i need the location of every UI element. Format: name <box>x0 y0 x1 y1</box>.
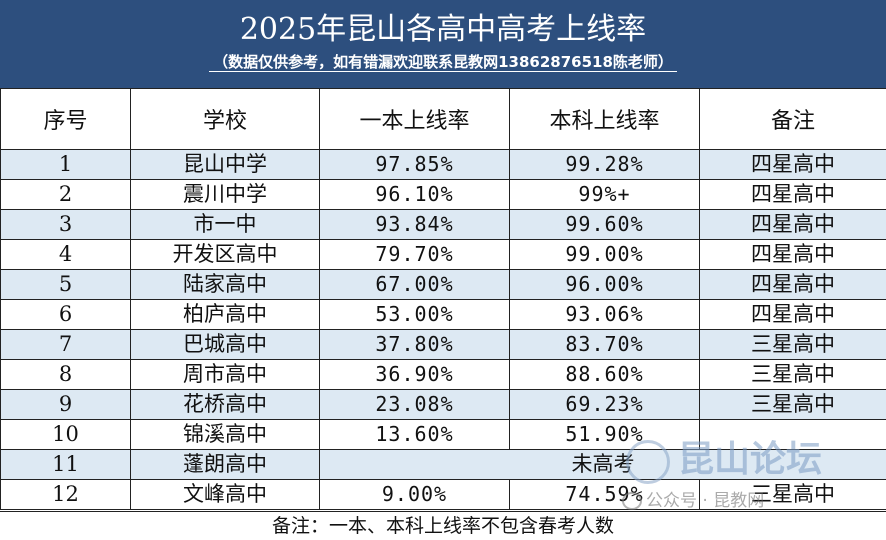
cell-first-tier-rate: 97.85% <box>320 150 510 180</box>
cell-first-tier-rate: 37.80% <box>320 330 510 360</box>
cell-school: 柏庐高中 <box>131 300 320 330</box>
cell-school: 锦溪高中 <box>131 420 320 450</box>
cell-school: 文峰高中 <box>131 480 320 510</box>
subtitle-text: （数据仅供参考，如有错漏欢迎联系昆教网13862876518陈老师） <box>209 53 677 72</box>
col-header-first-tier-rate: 一本上线率 <box>320 89 510 150</box>
cell-undergrad-rate: 51.90% <box>510 420 700 450</box>
cell-school: 周市高中 <box>131 360 320 390</box>
table-row: 1 昆山中学 97.85% 99.28% 四星高中 <box>1 150 886 180</box>
cell-no: 1 <box>1 150 131 180</box>
cell-undergrad-rate: 83.70% <box>510 330 700 360</box>
cell-no: 10 <box>1 420 131 450</box>
cell-undergrad-rate: 69.23% <box>510 390 700 420</box>
cell-no: 5 <box>1 270 131 300</box>
cell-undergrad-rate: 99.28% <box>510 150 700 180</box>
cell-note: 四星高中 <box>700 210 886 240</box>
table-row: 6 柏庐高中 53.00% 93.06% 四星高中 <box>1 300 886 330</box>
cell-note: 四星高中 <box>700 240 886 270</box>
cell-undergrad-rate: 74.59% <box>510 480 700 510</box>
cell-note <box>700 420 886 450</box>
col-header-undergrad-rate: 本科上线率 <box>510 89 700 150</box>
cell-undergrad-rate: 88.60% <box>510 360 700 390</box>
footnote: 备注：一本、本科上线率不包含春考人数 <box>0 511 886 540</box>
table-row: 8 周市高中 36.90% 88.60% 三星高中 <box>1 360 886 390</box>
cell-note: 三星高中 <box>700 330 886 360</box>
cell-note: 四星高中 <box>700 150 886 180</box>
cell-school: 陆家高中 <box>131 270 320 300</box>
cell-no: 4 <box>1 240 131 270</box>
col-header-note: 备注 <box>700 89 886 150</box>
cell-no: 12 <box>1 480 131 510</box>
page-title: 2025年昆山各高中高考上线率 <box>0 12 886 48</box>
cell-first-tier-rate: 93.84% <box>320 210 510 240</box>
cell-merged-status: 未高考 <box>320 450 886 480</box>
cell-first-tier-rate: 13.60% <box>320 420 510 450</box>
cell-undergrad-rate: 99.00% <box>510 240 700 270</box>
table-row: 12 文峰高中 9.00% 74.59% 三星高中 <box>1 480 886 510</box>
col-header-school: 学校 <box>131 89 320 150</box>
cell-no: 6 <box>1 300 131 330</box>
table-row: 5 陆家高中 67.00% 96.00% 四星高中 <box>1 270 886 300</box>
table-row: 2 震川中学 96.10% 99%+ 四星高中 <box>1 180 886 210</box>
cell-school: 开发区高中 <box>131 240 320 270</box>
table-row: 9 花桥高中 23.08% 69.23% 三星高中 <box>1 390 886 420</box>
cell-school: 市一中 <box>131 210 320 240</box>
cell-first-tier-rate: 79.70% <box>320 240 510 270</box>
cell-first-tier-rate: 53.00% <box>320 300 510 330</box>
cell-note: 三星高中 <box>700 480 886 510</box>
cell-no: 7 <box>1 330 131 360</box>
cell-school: 昆山中学 <box>131 150 320 180</box>
table-row: 3 市一中 93.84% 99.60% 四星高中 <box>1 210 886 240</box>
table-header-row: 序号 学校 一本上线率 本科上线率 备注 <box>1 89 886 150</box>
col-header-no: 序号 <box>1 89 131 150</box>
cell-school: 震川中学 <box>131 180 320 210</box>
cell-no: 3 <box>1 210 131 240</box>
cell-note: 三星高中 <box>700 360 886 390</box>
table-row: 11 蓬朗高中 未高考 <box>1 450 886 480</box>
cell-no: 9 <box>1 390 131 420</box>
cell-no: 8 <box>1 360 131 390</box>
page-subtitle: （数据仅供参考，如有错漏欢迎联系昆教网13862876518陈老师） <box>0 52 886 72</box>
cell-school: 蓬朗高中 <box>131 450 320 480</box>
cell-school: 花桥高中 <box>131 390 320 420</box>
cell-undergrad-rate: 93.06% <box>510 300 700 330</box>
cell-note: 四星高中 <box>700 300 886 330</box>
cell-first-tier-rate: 67.00% <box>320 270 510 300</box>
cell-note: 四星高中 <box>700 180 886 210</box>
cell-first-tier-rate: 36.90% <box>320 360 510 390</box>
cell-no: 11 <box>1 450 131 480</box>
cell-first-tier-rate: 23.08% <box>320 390 510 420</box>
title-banner: 2025年昆山各高中高考上线率 （数据仅供参考，如有错漏欢迎联系昆教网13862… <box>0 0 886 88</box>
table-row: 7 巴城高中 37.80% 83.70% 三星高中 <box>1 330 886 360</box>
cell-undergrad-rate: 96.00% <box>510 270 700 300</box>
table-row: 10 锦溪高中 13.60% 51.90% <box>1 420 886 450</box>
cell-undergrad-rate: 99%+ <box>510 180 700 210</box>
cell-school: 巴城高中 <box>131 330 320 360</box>
cell-no: 2 <box>1 180 131 210</box>
admission-rate-table: 序号 学校 一本上线率 本科上线率 备注 1 昆山中学 97.85% 99.28… <box>0 88 886 510</box>
cell-first-tier-rate: 9.00% <box>320 480 510 510</box>
table-row: 4 开发区高中 79.70% 99.00% 四星高中 <box>1 240 886 270</box>
cell-first-tier-rate: 96.10% <box>320 180 510 210</box>
cell-undergrad-rate: 99.60% <box>510 210 700 240</box>
cell-note: 三星高中 <box>700 390 886 420</box>
cell-note: 四星高中 <box>700 270 886 300</box>
